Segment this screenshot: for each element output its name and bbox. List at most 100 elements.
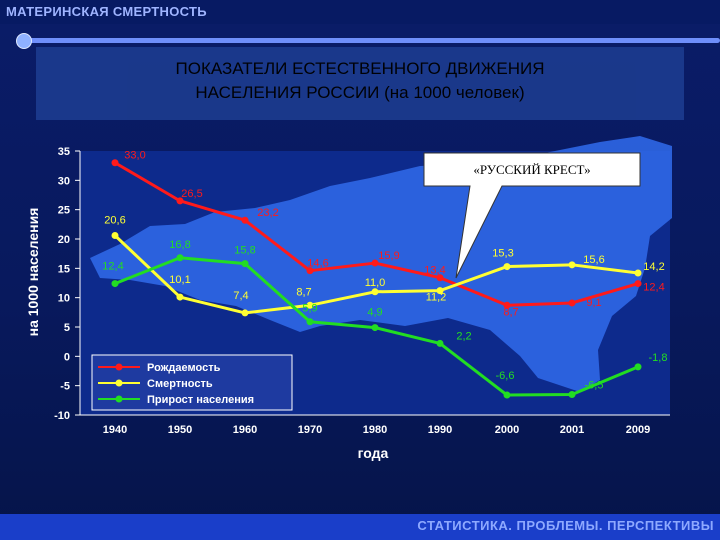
data-label: 2,2 — [456, 330, 471, 342]
y-tick-label: -10 — [54, 410, 70, 422]
data-label: 7,4 — [233, 290, 248, 302]
data-label: 16,8 — [169, 239, 190, 251]
footer-text: СТАТИСТИКА. ПРОБЛЕМЫ. ПЕРСПЕКТИВЫ — [417, 518, 714, 533]
data-label: 20,6 — [104, 214, 125, 226]
data-point — [503, 391, 511, 399]
data-point — [241, 309, 249, 317]
y-tick-label: 30 — [58, 175, 70, 187]
data-point — [306, 318, 314, 326]
x-tick-label: 1990 — [428, 424, 452, 436]
callout-bubble — [423, 152, 641, 279]
data-point — [176, 197, 184, 205]
data-label: 14,2 — [643, 261, 664, 273]
legend-label: Прирост населения — [147, 394, 254, 406]
y-axis-label: на 1000 населения — [25, 208, 41, 337]
x-tick-label: 1950 — [168, 424, 192, 436]
legend: Рождаемость Смертность Прирост населения — [91, 354, 293, 411]
data-point — [111, 280, 119, 288]
slide-header-title: МАТЕРИНСКАЯ СМЕРТНОСТЬ — [6, 4, 207, 19]
y-tick-label: 35 — [58, 146, 70, 158]
data-label: 15,9 — [378, 250, 399, 262]
data-point — [436, 274, 444, 282]
data-label: 26,5 — [181, 188, 202, 200]
y-tick-label: 15 — [58, 263, 70, 275]
data-point — [634, 280, 642, 288]
data-label: 9,1 — [586, 297, 601, 309]
data-point — [371, 288, 379, 296]
series-points — [111, 159, 642, 399]
axes — [79, 151, 670, 416]
data-label: 15,3 — [492, 248, 513, 260]
data-label: -1,8 — [649, 352, 668, 364]
data-label: 13,4 — [424, 265, 445, 277]
data-label: 23,2 — [257, 207, 278, 219]
data-label: 11,2 — [426, 292, 447, 304]
data-point — [371, 324, 379, 332]
data-label: 33,0 — [124, 150, 145, 162]
data-point — [436, 339, 444, 347]
x-tick-label: 2001 — [560, 424, 584, 436]
data-point — [176, 254, 184, 262]
footer-bar — [0, 514, 720, 540]
data-label: -6,6 — [496, 370, 515, 382]
header-bar — [0, 0, 720, 24]
callout: «РУССКИЙ КРЕСТ» — [423, 152, 641, 279]
y-ticks: 35 30 25 20 15 10 5 0 -5 -10 — [54, 146, 80, 422]
data-label: 8,7 — [503, 306, 518, 318]
data-point — [371, 259, 379, 267]
legend-swatch-marker — [115, 395, 123, 403]
data-label: 15,6 — [583, 254, 604, 266]
slide-title-line2: НАСЕЛЕНИЯ РОССИИ (на 1000 человек) — [195, 83, 525, 102]
data-label: -6,5 — [585, 379, 604, 391]
callout-text: «РУССКИЙ КРЕСТ» — [473, 162, 590, 177]
header-rule — [24, 38, 720, 43]
y-tick-label: 25 — [58, 205, 70, 217]
x-tick-label: 1940 — [103, 424, 127, 436]
data-point — [241, 216, 249, 224]
y-tick-label: 20 — [58, 234, 70, 246]
data-point — [568, 390, 576, 398]
legend-label: Смертность — [147, 378, 213, 390]
data-label: 14,6 — [307, 258, 328, 270]
data-point — [306, 301, 314, 309]
x-tick-label: 1970 — [298, 424, 322, 436]
data-point — [176, 293, 184, 301]
legend-swatch-marker — [115, 363, 123, 371]
data-label: 10,1 — [169, 274, 190, 286]
data-label: 4,9 — [367, 307, 382, 319]
data-point — [111, 231, 119, 239]
x-axis-label: года — [358, 445, 389, 461]
data-point — [634, 363, 642, 371]
data-point — [241, 260, 249, 268]
y-tick-label: 5 — [64, 322, 70, 334]
data-point — [436, 287, 444, 295]
x-tick-label: 2009 — [626, 424, 650, 436]
x-tick-label: 1980 — [363, 424, 387, 436]
data-point — [503, 301, 511, 309]
data-point — [306, 267, 314, 275]
x-tick-label: 1960 — [233, 424, 257, 436]
data-point — [111, 159, 119, 167]
data-label: 11,0 — [365, 277, 386, 289]
x-ticks: 1940 1950 1960 1970 1980 1990 2000 2001 2009 — [103, 424, 650, 436]
data-label: 12,4 — [102, 261, 123, 273]
header-rule-dot — [16, 33, 32, 49]
data-labels: 33,0 26,5 23,2 14,6 15,9 13,4 8,7 9,1 12,4 20,6 10… — [102, 150, 667, 392]
data-point — [503, 263, 511, 271]
slide-title-line1: ПОКАЗАТЕЛИ ЕСТЕСТВЕННОГО ДВИЖЕНИЯ — [175, 59, 545, 78]
title-box: ПОКАЗАТЕЛИ ЕСТЕСТВЕННОГО ДВИЖЕНИЯ НАСЕЛЕ… — [36, 47, 684, 120]
data-label: 5,9 — [302, 303, 317, 315]
data-label: 8,7 — [296, 286, 311, 298]
data-label: 12,4 — [643, 282, 664, 294]
legend-swatch-marker — [115, 379, 123, 387]
y-tick-label: 0 — [64, 351, 70, 363]
y-tick-label: 10 — [58, 293, 70, 305]
y-tick-label: -5 — [60, 381, 70, 393]
x-tick-label: 2000 — [495, 424, 519, 436]
data-point — [568, 261, 576, 269]
data-label: 15,8 — [234, 245, 255, 257]
legend-label: Рождаемость — [147, 362, 221, 374]
data-point — [568, 299, 576, 307]
